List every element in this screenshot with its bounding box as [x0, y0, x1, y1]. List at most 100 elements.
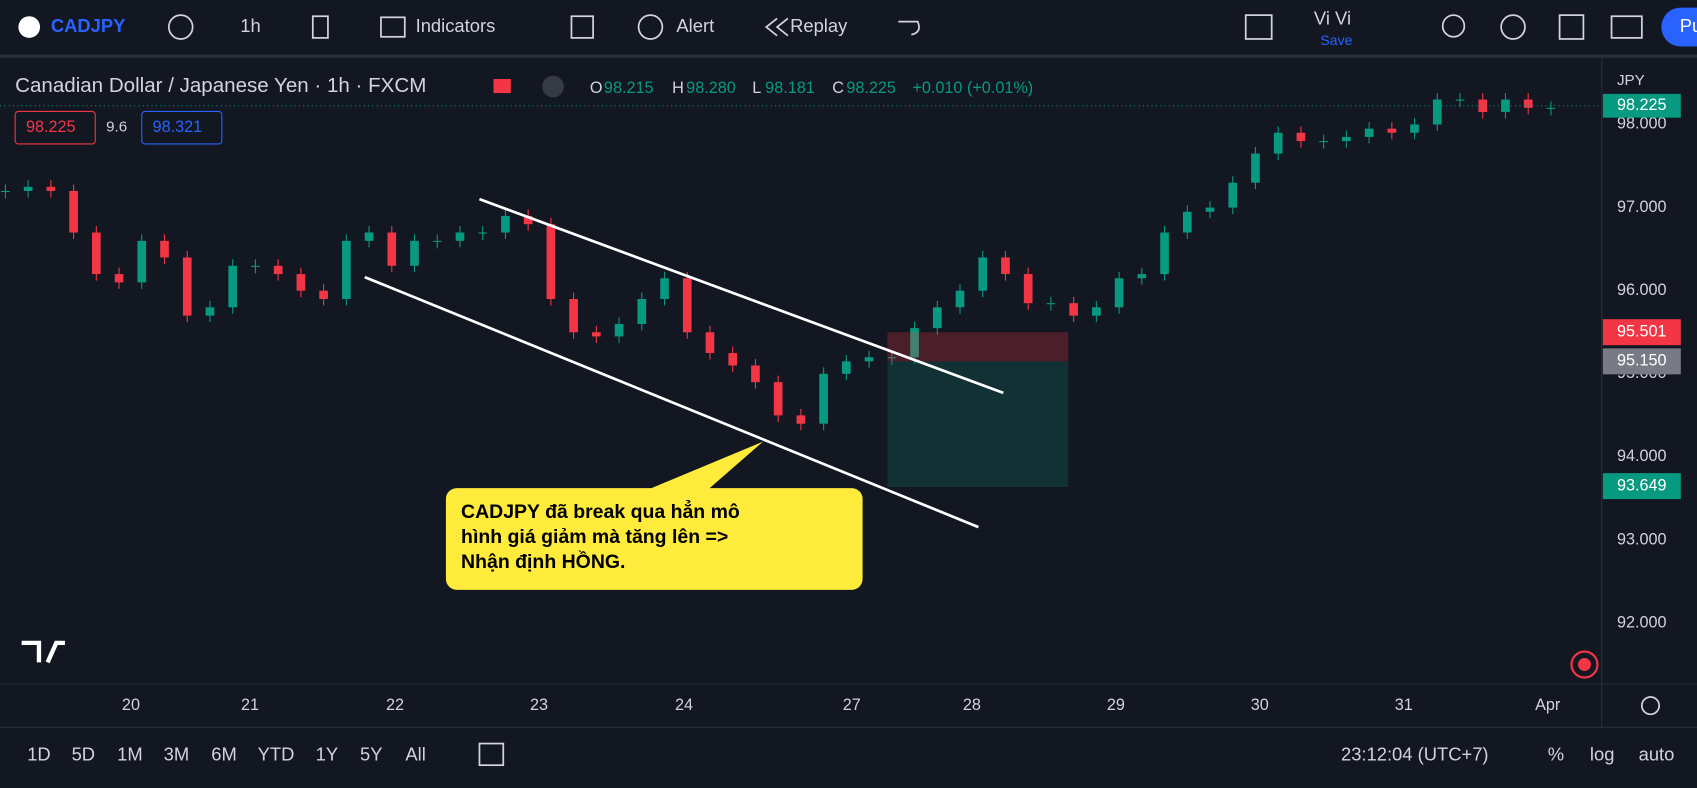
- price-tag: [1602, 348, 1681, 375]
- auto[interactable]: auto: [1639, 743, 1675, 764]
- candle: [592, 332, 601, 337]
- channel-upper: [478, 197, 1004, 395]
- candle: [1319, 141, 1328, 143]
- publish-button[interactable]: [1661, 7, 1697, 47]
- callout-line: CADJPY đã break qua hẳn mô: [461, 499, 740, 523]
- record[interactable]: [1570, 650, 1599, 679]
- candle: [228, 265, 238, 308]
- candle: [46, 186, 56, 191]
- user[interactable]: Vi Vi: [1314, 7, 1351, 28]
- range-button[interactable]: 3M: [164, 743, 190, 764]
- interval[interactable]: 1h: [240, 15, 260, 36]
- axis-settings[interactable]: [1640, 696, 1661, 716]
- price-tag: [1602, 319, 1681, 346]
- symbol-logo[interactable]: [18, 16, 41, 38]
- candle: [819, 373, 828, 424]
- candle: [1160, 232, 1169, 275]
- candle: [1046, 303, 1056, 305]
- candle: [364, 232, 374, 241]
- layout-toggle[interactable]: [1244, 14, 1273, 40]
- candle: [478, 232, 488, 234]
- candle: [23, 186, 33, 191]
- range-button[interactable]: All: [405, 743, 425, 764]
- range-button[interactable]: 6M: [211, 743, 237, 764]
- range-button[interactable]: YTD: [258, 743, 295, 764]
- log[interactable]: log: [1590, 743, 1615, 764]
- symbol[interactable]: CADJPY: [51, 15, 126, 36]
- ask[interactable]: 98.321: [153, 118, 203, 136]
- replay[interactable]: Replay: [790, 15, 848, 36]
- currency[interactable]: JPY: [1617, 72, 1645, 89]
- chart-type[interactable]: [311, 15, 329, 39]
- bid-box[interactable]: [14, 110, 96, 145]
- add-symbol[interactable]: [167, 14, 194, 40]
- range-button[interactable]: 5D: [72, 743, 96, 764]
- candle: [1, 190, 10, 193]
- candle: [1523, 99, 1533, 108]
- time-label: 21: [241, 696, 259, 714]
- candle: [864, 357, 874, 362]
- candle: [1069, 303, 1078, 316]
- bid[interactable]: 98.225: [26, 118, 76, 136]
- price-tick-label: 98.000: [1617, 115, 1667, 133]
- candle: [1478, 99, 1488, 112]
- candle: [932, 307, 942, 329]
- candle: [1342, 136, 1351, 142]
- date-range[interactable]: [478, 742, 505, 767]
- candle: [523, 215, 533, 225]
- ask-box[interactable]: [141, 110, 223, 145]
- undo[interactable]: [898, 20, 920, 36]
- fullscreen[interactable]: [1558, 14, 1585, 40]
- candle: [1296, 132, 1306, 142]
- price-tag-label: 93.649: [1617, 476, 1667, 494]
- candle: [842, 361, 851, 374]
- settings[interactable]: [1500, 14, 1526, 40]
- candle: [342, 240, 351, 300]
- candle: [1228, 182, 1238, 208]
- range-button[interactable]: 5Y: [360, 743, 382, 764]
- candle: [1432, 99, 1442, 125]
- range-button[interactable]: 1Y: [316, 743, 338, 764]
- candle: [728, 353, 738, 366]
- candle: [682, 278, 692, 333]
- indicators-icon[interactable]: [380, 16, 406, 38]
- time-label: 28: [963, 696, 981, 714]
- replay-icon[interactable]: [764, 17, 789, 37]
- candle: [1137, 274, 1147, 279]
- callout-pointer: [638, 441, 764, 494]
- save[interactable]: Save: [1320, 32, 1352, 48]
- record-dot[interactable]: [1577, 658, 1591, 672]
- low: 98.181: [765, 79, 815, 97]
- time-label: 27: [843, 696, 861, 714]
- candle: [1387, 128, 1397, 133]
- range-button[interactable]: 1D: [27, 743, 51, 764]
- snapshot[interactable]: [1610, 15, 1643, 39]
- indicators[interactable]: Indicators: [416, 15, 496, 36]
- candle: [1001, 257, 1010, 275]
- clock[interactable]: 23:12:04 (UTC+7): [1341, 743, 1489, 764]
- candle: [251, 265, 260, 267]
- percent[interactable]: %: [1548, 743, 1564, 764]
- candle: [160, 240, 169, 258]
- time-label: 29: [1107, 696, 1125, 714]
- alert-icon[interactable]: [637, 14, 664, 40]
- legend-collapse[interactable]: [542, 75, 564, 98]
- search[interactable]: [1441, 14, 1466, 38]
- candle: [887, 357, 897, 359]
- candle: [614, 323, 624, 337]
- candle: [1205, 207, 1215, 212]
- candle: [1501, 99, 1510, 112]
- current-price: 98.225: [1617, 96, 1667, 114]
- layouts[interactable]: [570, 15, 594, 39]
- candle: [1023, 274, 1033, 304]
- alert[interactable]: Alert: [676, 15, 714, 36]
- candle: [796, 415, 806, 424]
- candle: [546, 224, 556, 300]
- candle: [569, 299, 578, 333]
- time-label: 20: [122, 696, 140, 714]
- publish[interactable]: Pu: [1680, 15, 1697, 36]
- time-label: Apr: [1535, 696, 1561, 714]
- range-button[interactable]: 1M: [117, 743, 143, 764]
